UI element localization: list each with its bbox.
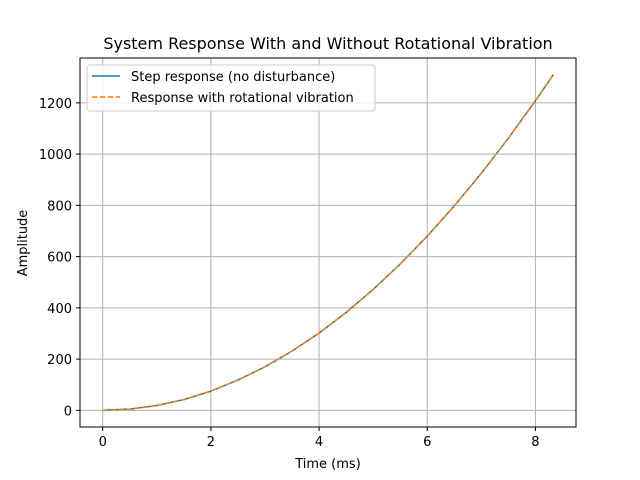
series-group <box>102 74 554 412</box>
legend: Step response (no disturbance) Response w… <box>86 64 376 112</box>
x-tick-label: 4 <box>315 435 323 450</box>
x-tick-label: 0 <box>99 435 107 450</box>
legend-label-2: Response with rotational vibration <box>131 91 354 106</box>
y-tick-label: 1000 <box>39 148 72 163</box>
y-axis-label: Amplitude <box>16 210 31 277</box>
chart-title: System Response With and Without Rotatio… <box>103 34 552 53</box>
y-axis: 0 200 400 600 800 1000 1200 <box>39 97 80 419</box>
x-axis: 0 2 4 6 8 <box>99 427 540 450</box>
series-line-2 <box>102 74 554 412</box>
y-tick-label: 0 <box>64 404 72 419</box>
x-tick-label: 8 <box>531 435 539 450</box>
legend-box <box>86 64 376 112</box>
y-tick-label: 800 <box>47 199 72 214</box>
x-axis-label: Time (ms) <box>294 457 361 472</box>
legend-label-1: Step response (no disturbance) <box>131 70 335 85</box>
x-tick-label: 2 <box>207 435 215 450</box>
x-tick-label: 6 <box>423 435 431 450</box>
y-tick-label: 400 <box>47 302 72 317</box>
plot-frame <box>79 57 577 428</box>
y-tick-label: 1200 <box>39 97 72 112</box>
y-tick-label: 200 <box>47 353 72 368</box>
series-line-1 <box>102 74 554 412</box>
grid <box>80 58 576 427</box>
y-tick-label: 600 <box>47 251 72 266</box>
